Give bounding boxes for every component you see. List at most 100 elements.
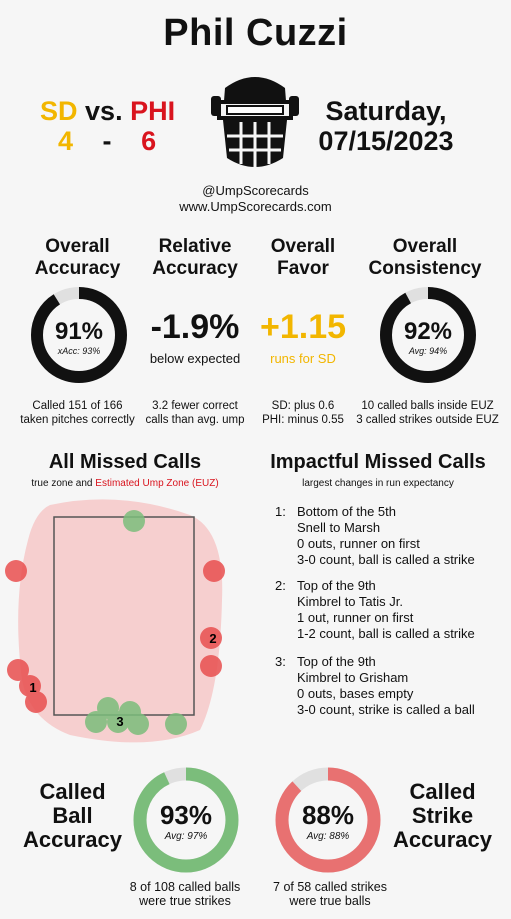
missed-ball-marker <box>123 510 145 532</box>
favor-block: +1.15 runs for SD <box>248 308 358 366</box>
score-dash: - <box>102 126 112 156</box>
called-ball-sub: Avg: 97% <box>164 831 208 842</box>
consistency-note-line2: 3 called strikes outside EUZ <box>356 414 499 426</box>
missed-strike-marker <box>7 659 29 681</box>
called-strike-heading-line3: Accuracy <box>392 827 493 852</box>
home-score: 6 <box>141 126 157 156</box>
item-inning: Bottom of the 5th <box>297 504 397 519</box>
item-number: 1: <box>275 504 286 519</box>
called-strike-value: 88% <box>301 800 355 830</box>
date-day: Saturday, <box>325 96 447 126</box>
consistency-sub: Avg: 94% <box>408 346 448 356</box>
item-inning: Top of the 9th <box>297 578 376 593</box>
item-matchup: Kimbrel to Grisham <box>297 670 409 685</box>
favor-heading-line2: Favor <box>277 258 329 279</box>
impactful-item-1: 1: Bottom of the 5th Snell to Marsh 0 ou… <box>275 504 505 574</box>
favor-note-line2: PHI: minus 0.55 <box>262 414 344 426</box>
ring-fill <box>275 767 381 873</box>
strike-markers <box>5 560 225 713</box>
consistency-note: 10 called balls inside EUZ 3 called stri… <box>350 399 505 427</box>
missed-calls-title: All Missed Calls <box>48 451 202 473</box>
relative-heading: Relative Accuracy <box>135 236 255 280</box>
called-strike-note-line2: were true balls <box>289 894 371 908</box>
relative-note-line1: 3.2 fewer correct <box>152 400 238 412</box>
missed-ball-marker <box>127 713 149 735</box>
missed-strike-marker <box>203 560 225 582</box>
relative-heading-line1: Relative <box>158 236 232 257</box>
pitch-label-1: 1 <box>29 680 36 695</box>
item-call: 3-0 count, ball is called a strike <box>297 552 475 567</box>
favor-note-line1: SD: plus 0.6 <box>271 400 335 412</box>
called-strike-heading-line1: Called <box>409 779 476 804</box>
page-title: Phil Cuzzi <box>163 12 348 54</box>
missed-strike-marker <box>25 691 47 713</box>
called-ball-heading-line1: Called <box>39 779 106 804</box>
accuracy-heading: Overall Accuracy <box>15 236 140 280</box>
called-strike-note: 7 of 58 called strikes were true balls <box>250 880 410 908</box>
relative-sub: below expected <box>149 351 241 366</box>
item-situation: 1 out, runner on first <box>297 610 414 625</box>
ring-fill <box>133 767 239 873</box>
item-number: 3: <box>275 654 286 669</box>
strike-zone-plot: 1 2 3 <box>5 499 225 743</box>
ring-fill <box>380 287 476 383</box>
called-ball-note-line2: were true strikes <box>139 894 231 908</box>
called-ball-note: 8 of 108 called balls were true strikes <box>105 880 265 908</box>
favor-sub: runs for SD <box>270 351 336 366</box>
pitch-label-2: 2 <box>209 631 216 646</box>
favor-heading: Overall Favor <box>248 236 358 280</box>
impactful-subtitle: largest changes in run expectancy <box>302 478 454 489</box>
accuracy-note-line2: taken pitches correctly <box>20 414 135 426</box>
called-ball-heading: Called Ball Accuracy <box>10 780 135 852</box>
home-team: PHI <box>130 96 176 126</box>
item-matchup: Kimbrel to Tatis Jr. <box>297 594 403 609</box>
missed-ball-marker <box>107 711 129 733</box>
date-value: 07/15/2023 <box>318 126 454 156</box>
accuracy-ring <box>31 287 127 383</box>
accuracy-note: Called 151 of 166 taken pitches correctl… <box>5 399 150 427</box>
ring-fill <box>31 287 127 383</box>
consistency-heading-line1: Overall <box>392 236 458 257</box>
relative-note: 3.2 fewer correct calls than avg. ump <box>135 399 255 427</box>
twitter-handle: @UmpScorecards <box>202 183 309 198</box>
item-matchup: Snell to Marsh <box>297 520 381 535</box>
estimated-ump-zone <box>18 499 223 743</box>
away-team: SD <box>40 96 78 126</box>
called-strike-heading-line2: Strike <box>411 803 474 828</box>
called-strike-note-line1: 7 of 58 called strikes <box>273 880 387 894</box>
consistency-value: 92% <box>403 318 453 345</box>
website-link: www.UmpScorecards.com <box>179 199 332 214</box>
called-ball-value: 93% <box>159 800 213 830</box>
impactful-item-3: 3: Top of the 9th Kimbrel to Grisham 0 o… <box>275 654 505 724</box>
missed-strike-marker <box>200 627 222 649</box>
vs-label: vs. <box>85 96 123 126</box>
game-date: Saturday, 07/15/2023 <box>301 96 471 156</box>
final-score: 4 - 6 <box>58 126 156 157</box>
consistency-ring <box>380 287 476 383</box>
accuracy-heading-line2: Accuracy <box>34 258 121 279</box>
item-call: 3-0 count, strike is called a ball <box>297 702 475 717</box>
item-number: 2: <box>275 578 286 593</box>
consistency-value-wrap: 92% Avg: 94% <box>378 318 478 356</box>
matchup: SD vs. PHI <box>40 96 175 127</box>
legend-euz: Estimated Ump Zone (EUZ) <box>95 478 219 489</box>
accuracy-note-line1: Called 151 of 166 <box>32 400 123 412</box>
missed-ball-marker <box>85 711 107 733</box>
item-call: 1-2 count, ball is called a strike <box>297 626 475 641</box>
called-ball-heading-line2: Ball <box>52 803 93 828</box>
missed-strike-marker <box>200 655 222 677</box>
called-ball-heading-line3: Accuracy <box>22 827 123 852</box>
item-situation: 0 outs, runner on first <box>297 536 420 551</box>
consistency-heading: Overall Consistency <box>360 236 490 280</box>
umpire-mask-icon <box>211 77 299 168</box>
called-strike-ring <box>275 767 381 873</box>
pitch-label-3: 3 <box>116 714 123 729</box>
item-inning: Top of the 9th <box>297 654 376 669</box>
called-ball-value-wrap: 93% Avg: 97% <box>131 800 241 842</box>
ball-markers <box>85 510 187 735</box>
relative-heading-line2: Accuracy <box>152 258 238 279</box>
relative-block: -1.9% below expected <box>135 308 255 366</box>
called-strike-value-wrap: 88% Avg: 88% <box>273 800 383 842</box>
relative-note-line2: calls than avg. ump <box>145 414 245 426</box>
favor-value: +1.15 <box>259 308 347 346</box>
